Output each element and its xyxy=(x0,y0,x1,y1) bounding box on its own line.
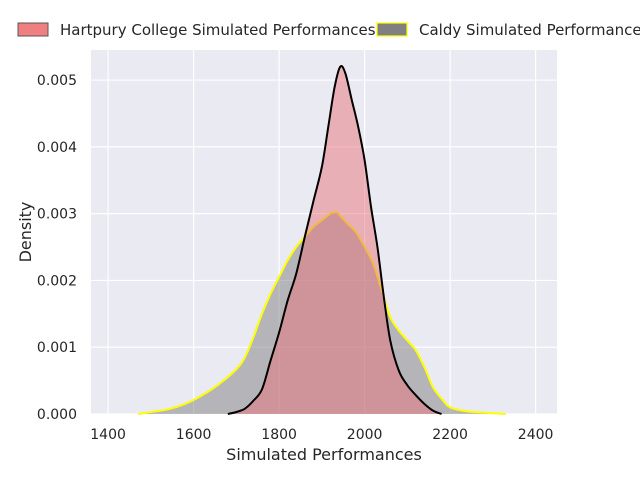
x-tick-label: 1400 xyxy=(90,427,126,443)
series-layer xyxy=(137,65,506,415)
y-axis-label: Density xyxy=(16,202,35,263)
density-line-hartpury xyxy=(227,65,442,415)
x-tick-label: 2000 xyxy=(347,427,383,443)
x-tick-label: 1600 xyxy=(176,427,212,443)
y-ticks: 0.000 0.001 0.002 0.003 0.004 0.005 xyxy=(37,73,77,423)
y-tick-label: 0.004 xyxy=(37,140,77,156)
y-tick-label: 0.005 xyxy=(37,73,77,89)
x-axis-label: Simulated Performances xyxy=(226,445,422,464)
y-tick-label: 0.002 xyxy=(37,273,77,289)
y-tick-label: 0.001 xyxy=(37,340,77,356)
x-tick-label: 2400 xyxy=(518,427,554,443)
legend-label-hartpury: Hartpury College Simulated Performances xyxy=(60,21,376,39)
legend-label-caldy: Caldy Simulated Performances xyxy=(419,21,640,39)
y-tick-label: 0.003 xyxy=(37,207,77,223)
x-tick-label: 2200 xyxy=(432,427,468,443)
legend-swatch-hartpury xyxy=(17,22,49,37)
x-tick-label: 1800 xyxy=(261,427,297,443)
x-ticks: 1400 1600 1800 2000 2200 2400 xyxy=(90,427,553,443)
legend-swatch-caldy xyxy=(376,22,408,37)
y-tick-label: 0.000 xyxy=(37,407,77,423)
legend: Hartpury College Simulated Performances … xyxy=(17,21,640,39)
